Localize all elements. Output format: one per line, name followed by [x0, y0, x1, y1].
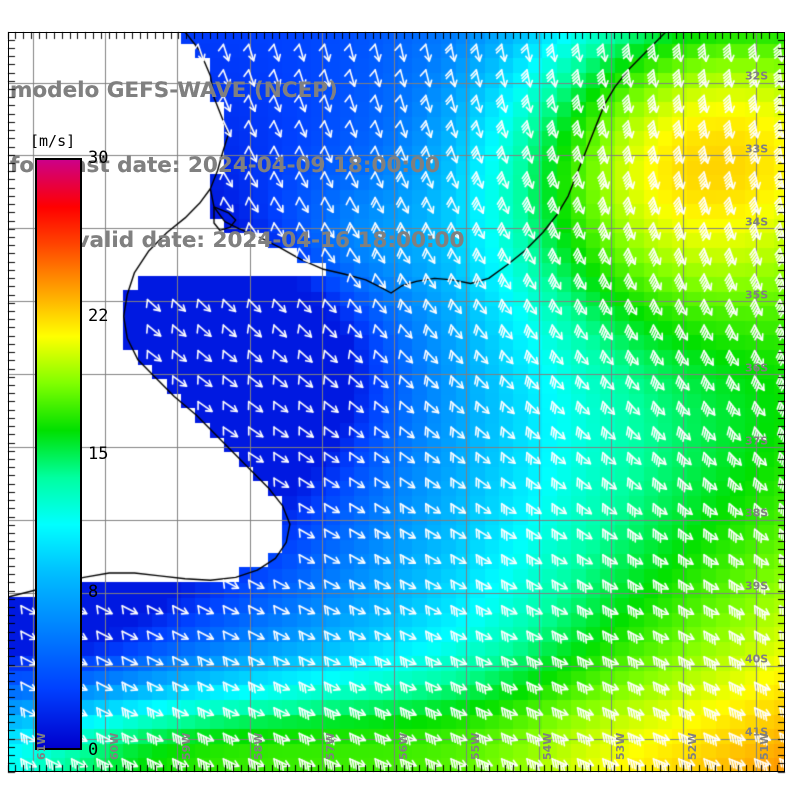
lon-label-56W: 56W — [396, 732, 410, 760]
lat-label-32S: 32S — [745, 69, 769, 83]
colorbar-tick-0: 0 — [88, 740, 99, 760]
title-valid-date: valid date: 2024-04-16 18:00:00 — [75, 228, 465, 253]
lat-label-37S: 37S — [745, 434, 769, 448]
lon-label-57W: 57W — [324, 732, 338, 760]
lat-label-33S: 33S — [745, 142, 769, 156]
colorbar — [35, 158, 82, 750]
lon-label-58W: 58W — [252, 732, 266, 760]
colorbar-tick-30: 30 — [88, 148, 109, 168]
lon-label-55W: 55W — [468, 732, 482, 760]
lon-label-61W: 61W — [35, 732, 49, 760]
lon-label-51W: 51W — [758, 732, 772, 760]
colorbar-tick-8: 8 — [88, 582, 99, 603]
lat-label-38S: 38S — [745, 506, 769, 520]
colorbar-gradient — [35, 158, 82, 750]
lon-label-60W: 60W — [107, 732, 121, 760]
colorbar-tick-15: 15 — [88, 444, 109, 464]
lat-label-39S: 39S — [745, 579, 769, 593]
lat-label-40S: 40S — [745, 652, 769, 666]
lat-label-35S: 35S — [745, 288, 769, 302]
title-model: modelo GEFS-WAVE (NCEP) — [10, 78, 338, 103]
lon-label-59W: 59W — [179, 732, 193, 760]
lon-label-52W: 52W — [685, 732, 699, 760]
lon-label-53W: 53W — [613, 732, 627, 760]
lon-label-54W: 54W — [541, 732, 555, 760]
lat-label-36S: 36S — [745, 361, 769, 375]
colorbar-tick-22: 22 — [88, 305, 109, 326]
lat-label-34S: 34S — [745, 215, 769, 229]
colorbar-unit-label: [m/s] — [30, 132, 76, 150]
